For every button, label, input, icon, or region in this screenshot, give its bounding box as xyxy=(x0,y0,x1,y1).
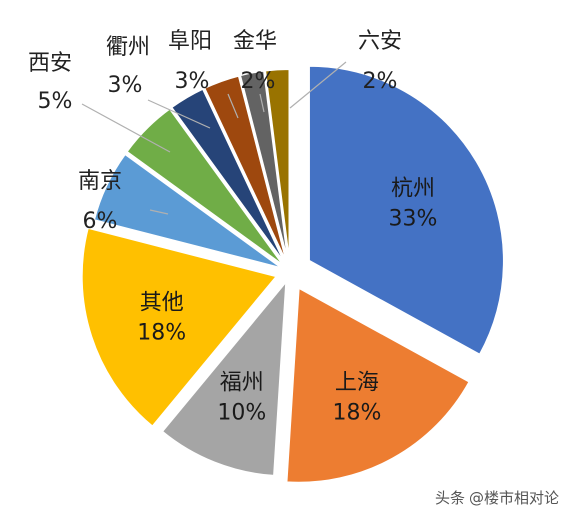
slice-percent-label: 5% xyxy=(38,89,73,114)
pie-slices xyxy=(80,64,505,484)
leader-line xyxy=(227,93,239,119)
leader-line xyxy=(149,209,169,215)
slice-percent-label: 2% xyxy=(241,69,276,94)
leader-line xyxy=(259,93,265,113)
slice-percent-label: 10% xyxy=(217,401,266,426)
slice-name-label: 西安 xyxy=(28,51,72,76)
slice-percent-label: 18% xyxy=(137,321,186,346)
pie-slice-阜阳 xyxy=(202,74,289,265)
pie-slice-其他 xyxy=(80,226,279,428)
slice-percent-label: 18% xyxy=(332,401,381,426)
slice-labels: 杭州 33% 上海 18% 福州 10% 其他 18% 南京 6% 西安 5% 衢州 3% 阜阳 3% 金华 2%… xyxy=(28,29,437,426)
leader-line xyxy=(147,99,211,129)
pie-slice-福州 xyxy=(160,278,288,477)
slice-name-label: 衢州 xyxy=(106,35,150,60)
pie-slice-南京 xyxy=(92,152,284,270)
slice-percent-label: 3% xyxy=(108,73,143,98)
slice-name-label: 六安 xyxy=(358,29,402,54)
pie-slice-金华 xyxy=(238,69,290,265)
slice-name-label: 金华 xyxy=(233,29,277,54)
leader-line xyxy=(81,103,171,153)
slice-name-label: 福州 xyxy=(220,371,264,396)
slice-name-label: 南京 xyxy=(78,169,122,194)
slice-percent-label: 6% xyxy=(83,209,118,234)
watermark-prefix: 头条 xyxy=(434,489,465,507)
slice-percent-label: 33% xyxy=(389,206,438,231)
watermark: 头条 @楼市相对论 xyxy=(435,487,559,508)
slice-name-label: 其他 xyxy=(140,291,184,316)
pie-slice-西安 xyxy=(125,107,286,268)
watermark-handle: @楼市相对论 xyxy=(468,489,559,507)
slice-name-label: 阜阳 xyxy=(168,29,212,54)
leader-lines xyxy=(81,61,347,215)
pie-slice-六安 xyxy=(263,68,291,265)
slice-name-label: 上海 xyxy=(335,371,379,396)
slice-name-label: 杭州 xyxy=(391,176,435,201)
leader-line xyxy=(289,61,347,109)
slice-percent-label: 3% xyxy=(175,69,210,94)
pie-slice-杭州 xyxy=(307,64,505,357)
slice-percent-label: 2% xyxy=(363,69,398,94)
pie-slice-衢州 xyxy=(169,87,287,266)
pie-slice-上海 xyxy=(285,286,471,484)
